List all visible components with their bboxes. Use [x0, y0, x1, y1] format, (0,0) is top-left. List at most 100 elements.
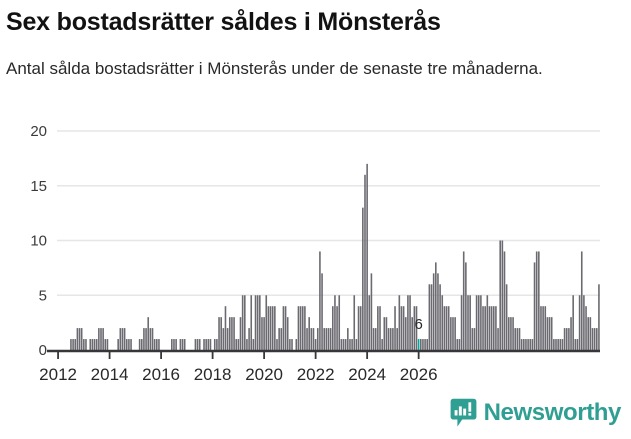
bar: [250, 295, 253, 350]
bar: [499, 240, 501, 350]
bar: [347, 328, 349, 350]
bar: [364, 174, 366, 350]
bar: [488, 306, 491, 350]
bar: [329, 328, 332, 350]
bar: [452, 317, 454, 350]
bar: [583, 295, 585, 350]
y-axis-tick-label: 0: [39, 342, 47, 359]
bar: [546, 317, 549, 350]
bar: [467, 295, 469, 350]
bar: [205, 339, 207, 350]
bar: [237, 339, 240, 350]
bar: [297, 306, 300, 350]
bar: [357, 306, 360, 350]
bar: [102, 328, 104, 350]
bar: [344, 339, 347, 350]
bar: [336, 306, 338, 350]
bar: [175, 339, 177, 350]
bar: [256, 295, 259, 350]
bar: [548, 317, 551, 350]
bar: [222, 328, 225, 350]
bar: [428, 284, 431, 350]
bar: [263, 317, 265, 350]
bar: [123, 328, 126, 350]
bar: [267, 306, 270, 350]
bar: [450, 317, 452, 350]
bar: [591, 328, 594, 350]
bar: [340, 339, 343, 350]
bar: [278, 328, 280, 350]
bar: [265, 295, 268, 350]
bar: [261, 317, 263, 350]
bar: [284, 306, 287, 350]
bar: [580, 251, 583, 350]
bar: [389, 328, 392, 350]
bar: [535, 251, 538, 350]
bar: [595, 328, 598, 350]
x-axis-tick-label: 2014: [91, 365, 129, 384]
bar: [381, 339, 383, 350]
bar: [226, 328, 229, 350]
x-axis-tick-label: 2018: [194, 365, 232, 384]
bar: [138, 339, 141, 350]
bar: [299, 306, 302, 350]
bar: [561, 339, 564, 350]
bar: [465, 262, 467, 350]
bar: [385, 317, 388, 350]
bar: [119, 328, 122, 350]
bar: [295, 339, 298, 350]
bar: [559, 339, 562, 350]
y-axis-tick-label: 20: [30, 123, 47, 140]
bar: [400, 306, 403, 350]
x-axis-ticks: 2012 2014 2016 2018 2020 2022 2024 2026: [39, 351, 438, 384]
bar: [327, 328, 330, 350]
bar: [301, 306, 304, 350]
bar: [505, 284, 508, 350]
bar: [76, 328, 79, 350]
bar: [224, 306, 227, 350]
bar: [443, 306, 446, 350]
bar: [274, 306, 276, 350]
bar: [254, 295, 257, 350]
y-axis-tick-label: 10: [30, 233, 47, 250]
bar: [377, 306, 379, 350]
bar: [370, 273, 373, 350]
bar-chart-speech-bubble-icon: [450, 398, 477, 427]
bar: [518, 328, 521, 350]
bar: [156, 339, 158, 350]
bar: [145, 328, 147, 350]
bar: [312, 328, 315, 350]
bar: [207, 339, 210, 350]
bar: [85, 339, 87, 350]
bar: [128, 339, 130, 350]
bar: [413, 306, 416, 350]
newsworthy-logo[interactable]: Newsworthy: [450, 398, 621, 428]
bar: [495, 306, 497, 350]
bar: [244, 295, 246, 350]
bar: [507, 317, 510, 350]
bar: [419, 339, 422, 350]
bar: [525, 339, 527, 350]
bar: [70, 339, 72, 350]
bar: [181, 339, 184, 350]
bar: [422, 339, 424, 350]
bar: [514, 328, 517, 350]
bar: [587, 317, 589, 350]
bar: [269, 306, 272, 350]
bar: [557, 339, 559, 350]
bar-value-label: 6: [414, 316, 422, 333]
bar: [78, 328, 81, 350]
bar: [469, 295, 471, 350]
bar: [228, 317, 231, 350]
bar: [454, 317, 456, 350]
bar: [203, 339, 205, 350]
bar: [503, 251, 506, 350]
bar: [280, 328, 283, 350]
bar: [241, 295, 244, 350]
bar: [286, 317, 289, 350]
bar: [125, 339, 128, 350]
bar: [441, 295, 444, 350]
bar: [80, 328, 83, 350]
bar: [72, 339, 74, 350]
bar: [121, 328, 124, 350]
